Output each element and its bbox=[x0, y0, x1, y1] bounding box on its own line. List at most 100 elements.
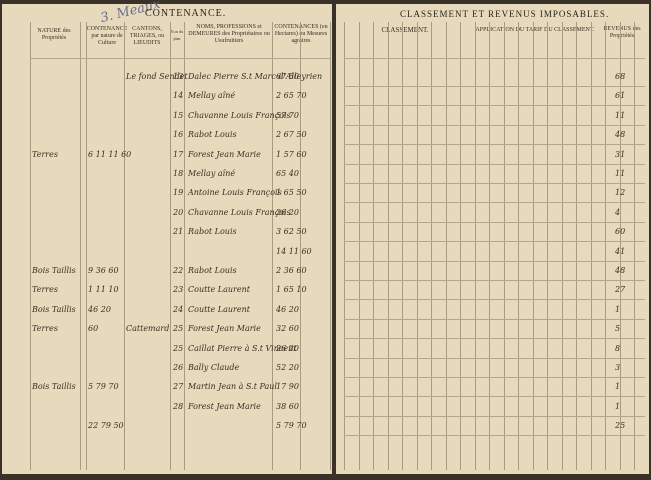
cell-culture: 22 79 50 bbox=[88, 421, 124, 431]
cell-area: 2 67 50 bbox=[276, 130, 307, 140]
row-rule bbox=[344, 105, 645, 107]
col-number: N.os du plan bbox=[170, 29, 184, 41]
row-rule bbox=[344, 435, 645, 437]
column-rule bbox=[402, 22, 403, 470]
column-rule bbox=[387, 22, 389, 470]
col-place: CANTONS, TRIAGES, ou LIEUDITS bbox=[129, 26, 165, 46]
column-rule bbox=[532, 22, 534, 470]
row-rule bbox=[344, 415, 645, 417]
cell-area: 17 90 bbox=[276, 382, 299, 392]
col-nature: NATURE des Propriétés bbox=[37, 28, 71, 41]
row-rule bbox=[344, 357, 645, 359]
column-rule bbox=[300, 22, 301, 470]
row-rule bbox=[344, 318, 645, 320]
cell-culture: 6 11 11 60 bbox=[88, 149, 132, 159]
column-rule bbox=[590, 22, 592, 470]
column-rule bbox=[80, 22, 81, 470]
cell-name: Chavanne Louis François bbox=[188, 110, 291, 120]
cell-number: 25 bbox=[173, 324, 184, 334]
cell-revenue: 4 bbox=[615, 207, 621, 217]
cell-number: 18 bbox=[173, 169, 184, 178]
column-rule bbox=[170, 22, 171, 470]
column-rule bbox=[503, 22, 505, 470]
cell-number: 21 bbox=[173, 227, 184, 237]
cell-culture: 5 79 70 bbox=[88, 382, 119, 392]
column-rule bbox=[547, 22, 548, 470]
cell-number: 28 bbox=[173, 401, 184, 411]
cell-area: 26 20 bbox=[276, 343, 299, 353]
right-page bbox=[336, 4, 649, 474]
cell-area: 32 60 bbox=[276, 324, 299, 334]
row-rule bbox=[344, 260, 645, 262]
cell-nature: Terres bbox=[32, 149, 58, 159]
column-rule bbox=[474, 22, 476, 470]
cell-name: Rabot Louis bbox=[188, 266, 237, 275]
cell-name: Mellay aîné bbox=[188, 169, 236, 178]
column-rule bbox=[184, 22, 185, 470]
column-rule bbox=[518, 22, 519, 470]
cell-culture: 60 bbox=[88, 324, 99, 334]
left-page bbox=[2, 4, 332, 474]
header-rule bbox=[344, 58, 645, 59]
cell-name: Mellay aîné bbox=[188, 91, 236, 101]
row-rule bbox=[344, 202, 645, 204]
cell-revenue: 48 bbox=[615, 130, 626, 140]
cell-name: Martin Jean à S.t Paul bbox=[188, 382, 277, 392]
col-culture: CONTENANCE par nature de Culture bbox=[86, 26, 128, 46]
cell-area: 38 60 bbox=[276, 401, 299, 411]
cell-area: 5 79 70 bbox=[276, 421, 307, 431]
cell-revenue: 5 bbox=[615, 324, 621, 334]
cell-revenue: 41 bbox=[615, 246, 626, 256]
cell-area: 46 20 bbox=[276, 304, 299, 314]
cell-revenue: 3 bbox=[615, 363, 621, 372]
cell-number: 19 bbox=[173, 188, 184, 198]
cell-place: Le fond Sendet bbox=[126, 72, 188, 81]
cell-nature: Terres bbox=[32, 285, 58, 295]
cell-number: 16 bbox=[173, 130, 184, 140]
cell-name: Coutte Laurent bbox=[188, 285, 250, 295]
header-rule bbox=[30, 58, 330, 59]
cell-name: Dalec Pierre S.t Marc d'Alleyrien bbox=[188, 72, 323, 81]
column-rule bbox=[576, 22, 577, 470]
col-revenue: REVENUS des Propriétés bbox=[603, 26, 641, 39]
column-rule bbox=[561, 22, 563, 470]
row-rule bbox=[344, 163, 645, 165]
right-title: CLASSEMENT ET REVENUS IMPOSABLES. bbox=[400, 9, 610, 19]
cell-area: 14 11 60 bbox=[276, 246, 312, 256]
cell-name: Antoine Louis François bbox=[188, 188, 282, 198]
cell-name: Forest Jean Marie bbox=[188, 401, 261, 411]
cell-area: 65 40 bbox=[276, 169, 299, 178]
cell-nature: Terres bbox=[32, 324, 58, 334]
cell-area: 1 65 10 bbox=[276, 285, 307, 295]
cell-area: 1 65 50 bbox=[276, 188, 307, 198]
cell-culture: 1 11 10 bbox=[88, 285, 119, 295]
row-rule bbox=[344, 241, 645, 243]
column-rule bbox=[619, 22, 621, 470]
cell-revenue: 1 bbox=[615, 401, 621, 411]
cell-revenue: 1 bbox=[615, 382, 621, 392]
column-rule bbox=[330, 22, 331, 470]
cell-place: Cattemard bbox=[126, 324, 170, 334]
cell-revenue: 1 bbox=[615, 304, 621, 314]
cell-area: 1 57 60 bbox=[276, 149, 307, 159]
cell-revenue: 48 bbox=[615, 266, 626, 275]
column-rule bbox=[445, 22, 447, 470]
column-rule bbox=[124, 22, 125, 470]
cell-revenue: 27 bbox=[615, 285, 626, 295]
col-classement: CLASSEMENT. bbox=[381, 26, 429, 34]
row-rule bbox=[344, 221, 645, 223]
cell-area: 2 65 70 bbox=[276, 91, 307, 101]
column-rule bbox=[431, 22, 432, 470]
cell-name: Rabot Louis bbox=[188, 227, 237, 237]
column-rule bbox=[460, 22, 461, 470]
row-rule bbox=[344, 183, 645, 184]
cell-name: Chavanne Louis François bbox=[188, 207, 291, 217]
cell-number: 13 bbox=[173, 72, 184, 81]
cell-revenue: 61 bbox=[615, 91, 626, 101]
row-rule bbox=[344, 377, 645, 378]
cell-area: 52 20 bbox=[276, 363, 299, 372]
row-rule bbox=[344, 124, 645, 126]
cell-revenue: 31 bbox=[615, 149, 626, 159]
cell-nature: Bois Taillis bbox=[32, 382, 76, 392]
